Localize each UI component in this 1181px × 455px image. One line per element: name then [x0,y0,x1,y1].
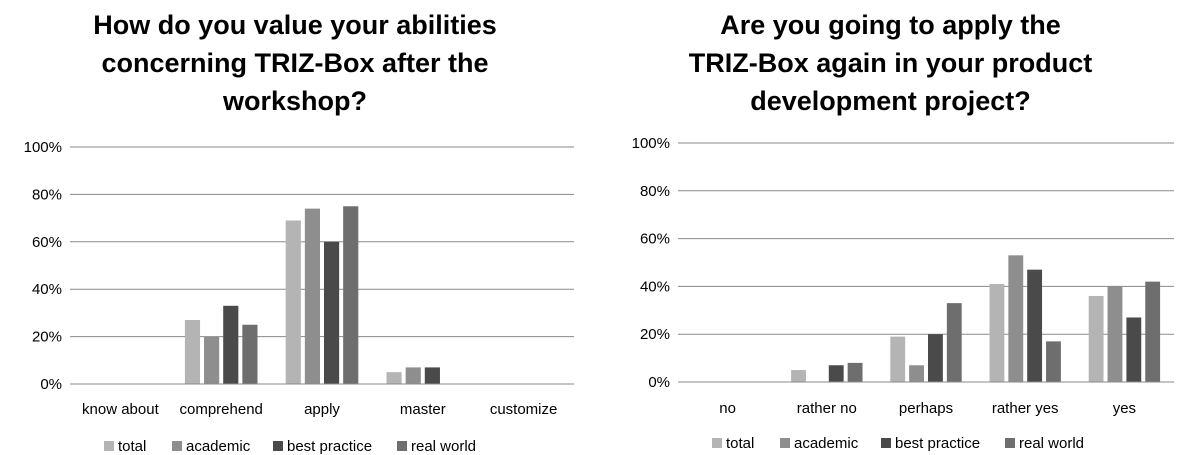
x-category-label: rather no [797,400,857,417]
x-category-label: know about [82,401,160,418]
bar [1046,341,1061,382]
title-line: How do you value your abilities [93,10,497,40]
legend-swatch [104,441,114,451]
y-tick-label: 80% [32,186,62,203]
chart-plot: 0% 20% 40% 60% 80% 100% no rather no perhaps rath… [632,135,1174,452]
x-category-label: yes [1113,400,1136,417]
title-line: TRIZ-Box again in your product [688,48,1093,78]
legend-swatch [712,438,722,448]
bar [989,284,1005,382]
legend-swatch [172,441,182,451]
chart-apply-again: Are you going to apply the TRIZ-Box agai… [600,0,1181,455]
bar [424,367,440,384]
chart-plot: 0% 20% 40% 60% 80% 100% know about comprehend ap… [24,139,574,455]
title-line: workshop? [222,86,367,116]
legend-swatch [1005,438,1015,448]
x-category-label: master [400,401,446,418]
bar [1008,255,1024,382]
bar [1145,281,1161,382]
x-category-label: no [719,400,736,417]
legend-swatch [273,441,283,451]
y-tick-label: 0% [40,376,62,393]
x-category-label: perhaps [899,400,953,417]
title-line: development project? [750,86,1031,116]
bar [946,303,962,382]
bar [1027,269,1043,382]
bar [204,336,220,384]
legend-label: real world [1019,435,1084,452]
bar [1126,317,1142,382]
x-category-label: apply [304,401,340,418]
y-tick-label: 100% [24,139,62,156]
y-tick-label: 40% [640,278,670,295]
legend-label: real world [411,438,476,455]
bar [828,365,844,382]
y-tick-label: 60% [640,231,670,248]
bar [928,334,943,382]
y-tick-label: 20% [32,329,62,346]
y-tick-label: 60% [32,234,62,251]
bar [405,367,421,384]
x-category-label: rather yes [992,400,1059,417]
title-line: Are you going to apply the [720,10,1061,40]
y-tick-label: 20% [640,326,670,343]
bar [242,324,258,384]
y-tick-label: 0% [648,374,670,391]
bar [184,320,201,384]
chart-abilities: How do you value your abilities concerni… [0,0,590,455]
legend-label: academic [186,438,251,455]
chart-title: How do you value your abilities concerni… [0,6,590,120]
bar [343,206,359,384]
legend-swatch [881,438,891,448]
bar [909,365,924,382]
bar [791,370,806,382]
x-category-label: comprehend [180,401,263,418]
y-tick-label: 80% [640,183,670,200]
bar [1107,286,1123,382]
legend-label: best practice [287,438,372,455]
bar [847,362,863,382]
bar [386,372,402,384]
y-tick-label: 40% [32,281,62,298]
bar [1088,295,1104,382]
bar [890,336,906,382]
legend-swatch [397,441,407,451]
bar [304,208,320,384]
chart-title: Are you going to apply the TRIZ-Box agai… [600,6,1181,120]
legend-swatch [780,438,790,448]
bar [285,220,301,384]
legend-label: academic [794,435,859,452]
bar [223,305,239,384]
bar [324,241,340,384]
x-category-label: customize [490,401,558,418]
title-line: concerning TRIZ-Box after the [101,48,489,78]
legend-label: total [726,435,754,452]
legend-label: total [118,438,146,455]
legend-label: best practice [895,435,980,452]
y-tick-label: 100% [632,135,670,152]
